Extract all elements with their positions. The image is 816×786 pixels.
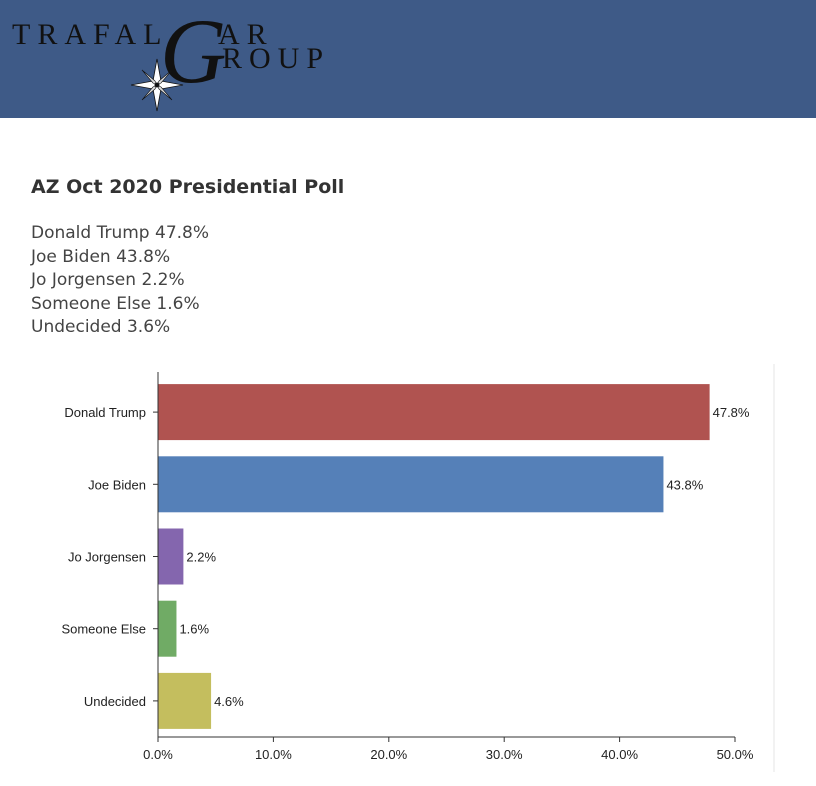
- logo-text-ar: AR: [218, 18, 274, 51]
- y-tick-label: Donald Trump: [64, 405, 146, 420]
- data-label: 43.8%: [666, 477, 703, 492]
- result-line: Undecided 3.6%: [31, 317, 171, 337]
- brand-header: TRAFAL G AR ROUP: [0, 0, 816, 118]
- data-label: 2.2%: [186, 550, 216, 565]
- result-line: Donald Trump 47.8%: [31, 223, 210, 243]
- y-tick-label: Jo Jorgensen: [68, 550, 146, 565]
- data-label: 4.6%: [214, 694, 244, 709]
- result-line: Joe Biden 43.8%: [31, 246, 171, 267]
- bar: [158, 384, 710, 441]
- y-tick-label: Joe Biden: [88, 477, 146, 492]
- compass-rose-icon: [130, 58, 184, 112]
- x-tick-label: 10.0%: [255, 747, 292, 762]
- bar: [158, 528, 184, 585]
- bar: [158, 600, 177, 657]
- result-line: Someone Else 1.6%: [31, 293, 200, 314]
- data-label: 1.6%: [179, 622, 209, 637]
- y-tick-label: Undecided: [84, 694, 146, 709]
- x-tick-label: 50.0%: [717, 747, 754, 762]
- poll-title: AZ Oct 2020 Presidential Poll: [31, 176, 345, 198]
- x-tick-label: 20.0%: [370, 747, 407, 762]
- y-tick-label: Someone Else: [61, 622, 146, 637]
- logo-text-roup: ROUP: [222, 42, 330, 75]
- bar: [158, 456, 664, 513]
- result-line: Jo Jorgensen 2.2%: [31, 270, 185, 290]
- bar: [158, 672, 212, 729]
- x-tick-label: 40.0%: [601, 747, 638, 762]
- x-tick-label: 30.0%: [486, 747, 523, 762]
- poll-bar-chart: Donald Trump 47.8% Joe Biden 43.8% Jo Jorgen…: [61, 364, 775, 772]
- x-tick-label: 0.0%: [143, 747, 173, 762]
- data-label: 47.8%: [713, 405, 750, 420]
- logo-text-trafal: TRAFAL: [12, 18, 168, 51]
- results-summary: Donald Trump 47.8% Joe Biden 43.8% Jo Jo…: [31, 222, 209, 340]
- trafalgar-logo: TRAFAL G AR ROUP: [12, 0, 330, 112]
